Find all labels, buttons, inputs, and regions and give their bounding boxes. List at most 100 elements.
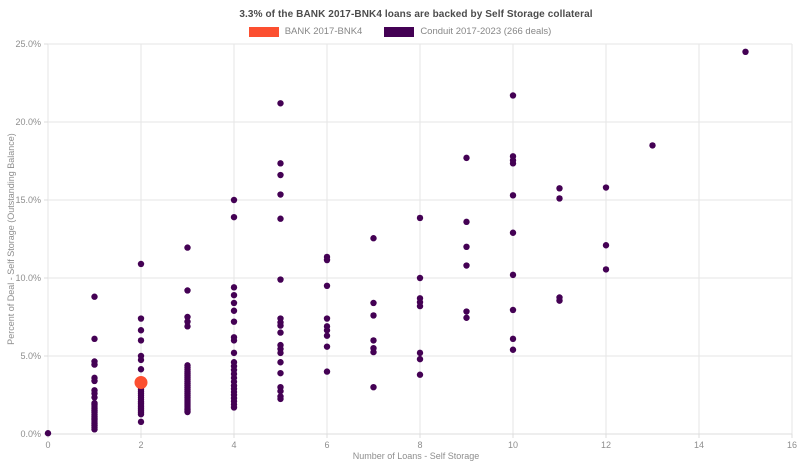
scatter-point-conduit <box>137 337 145 344</box>
scatter-point-conduit <box>509 92 517 99</box>
scatter-point-conduit <box>323 282 331 289</box>
scatter-point-conduit <box>509 271 517 279</box>
scatter-point-conduit <box>277 369 284 377</box>
scatter-point-conduit <box>91 293 98 300</box>
scatter-point-conduit <box>137 260 145 268</box>
scatter-point-conduit <box>184 408 191 416</box>
scatter-point-conduit <box>416 214 424 222</box>
x-tick-label: 2 <box>138 440 143 450</box>
scatter-point-conduit <box>556 297 563 304</box>
scatter-point-conduit <box>91 377 98 385</box>
scatter-point-conduit <box>323 343 331 350</box>
legend: BANK 2017-BNK4 Conduit 2017-2023 (266 de… <box>0 26 800 37</box>
scatter-point-conduit <box>602 184 610 191</box>
legend-label: Conduit 2017-2023 (266 deals) <box>420 26 552 37</box>
x-tick-label: 16 <box>787 440 797 450</box>
x-axis-title: Number of Loans - Self Storage <box>352 451 480 461</box>
scatter-point-conduit <box>556 185 563 192</box>
scatter-point-conduit <box>277 359 284 366</box>
scatter-point-conduit <box>370 348 377 356</box>
scatter-point-conduit <box>230 213 238 221</box>
scatter-point-conduit <box>323 256 331 264</box>
x-tick-label: 0 <box>45 440 50 450</box>
scatter-point-conduit <box>416 371 424 378</box>
x-tick-label: 12 <box>601 440 611 450</box>
scatter-point-conduit <box>416 355 424 363</box>
scatter-point-conduit <box>416 349 424 357</box>
scatter-point-conduit <box>91 335 98 343</box>
scatter-point-conduit <box>277 215 284 222</box>
scatter-point-conduit <box>277 160 284 167</box>
scatter-point-conduit <box>277 171 284 179</box>
x-tick-label: 10 <box>508 440 518 450</box>
scatter-point-conduit <box>277 322 284 329</box>
scatter-point-conduit <box>137 315 145 322</box>
y-tick-label: 25.0% <box>15 39 41 49</box>
legend-swatch <box>248 26 279 37</box>
scatter-point-conduit <box>230 196 238 204</box>
chart-title: 3.3% of the BANK 2017-BNK4 loans are bac… <box>239 9 593 20</box>
legend-entry-conduit: Conduit 2017-2023 (266 deals) <box>384 26 551 37</box>
scatter-point-conduit <box>370 299 377 307</box>
scatter-point-conduit <box>602 242 610 249</box>
scatter-point-conduit <box>463 262 470 269</box>
y-tick-label: 15.0% <box>15 195 41 205</box>
scatter-point-conduit <box>323 315 331 322</box>
scatter-point-conduit <box>277 276 284 283</box>
scatter-point-conduit <box>137 366 145 373</box>
legend-label: BANK 2017-BNK4 <box>284 26 363 37</box>
scatter-point-conduit <box>230 284 238 291</box>
scatter-point-conduit <box>184 313 191 321</box>
scatter-point-conduit <box>277 349 284 357</box>
y-tick-label: 10.0% <box>15 273 41 283</box>
scatter-point-conduit <box>509 192 517 199</box>
scatter-point-conduit <box>556 195 563 202</box>
y-tick-label: 5.0% <box>20 351 41 361</box>
scatter-point-conduit <box>184 244 191 251</box>
y-tick-label: 20.0% <box>15 117 41 127</box>
scatter-point-conduit <box>277 387 284 395</box>
legend-entry-bank: BANK 2017-BNK4 <box>248 26 363 37</box>
scatter-point-conduit <box>463 154 470 162</box>
x-tick-label: 4 <box>231 440 236 450</box>
scatter-point-conduit <box>509 160 517 167</box>
scatter-point-conduit <box>230 349 238 357</box>
scatter-point-conduit <box>370 312 377 319</box>
scatter-point-conduit <box>230 291 238 299</box>
scatter-point-conduit <box>230 404 238 411</box>
scatter-point-conduit <box>277 329 284 336</box>
scatter-point-conduit <box>184 318 191 325</box>
y-tick-label: 0.0% <box>20 429 41 439</box>
x-tick-label: 8 <box>417 440 422 450</box>
scatter-point-conduit <box>602 266 610 273</box>
scatter-point-conduit <box>416 274 424 282</box>
scatter-point-conduit <box>463 243 470 250</box>
scatter-point-conduit <box>509 306 517 314</box>
scatter-point-conduit <box>44 430 52 437</box>
x-tick-label: 6 <box>324 440 329 450</box>
scatter-point-conduit <box>184 323 191 330</box>
scatter-point-conduit <box>230 299 238 307</box>
scatter-point-conduit <box>230 307 238 314</box>
scatter-point-conduit <box>463 314 470 321</box>
scatter-point-conduit <box>277 191 284 198</box>
scatter-point-conduit <box>742 48 749 55</box>
scatter-point-conduit <box>509 346 517 353</box>
scatter-point-conduit <box>277 395 284 403</box>
scatter-point-conduit <box>370 337 377 344</box>
scatter-point-conduit <box>463 218 470 226</box>
scatter-point-conduit <box>137 327 145 334</box>
scatter-point-conduit <box>323 332 331 339</box>
scatter-point-conduit <box>230 337 238 344</box>
scatter-point-conduit <box>509 229 517 236</box>
scatter-point-conduit <box>323 368 331 375</box>
scatter-point-conduit <box>649 142 656 149</box>
scatter-point-conduit <box>370 384 377 391</box>
scatter-point-conduit <box>416 302 424 310</box>
scatter-point-conduit <box>277 100 284 107</box>
scatter-point-conduit <box>230 318 238 325</box>
scatter-point-conduit <box>91 426 98 433</box>
x-tick-label: 14 <box>694 440 704 450</box>
